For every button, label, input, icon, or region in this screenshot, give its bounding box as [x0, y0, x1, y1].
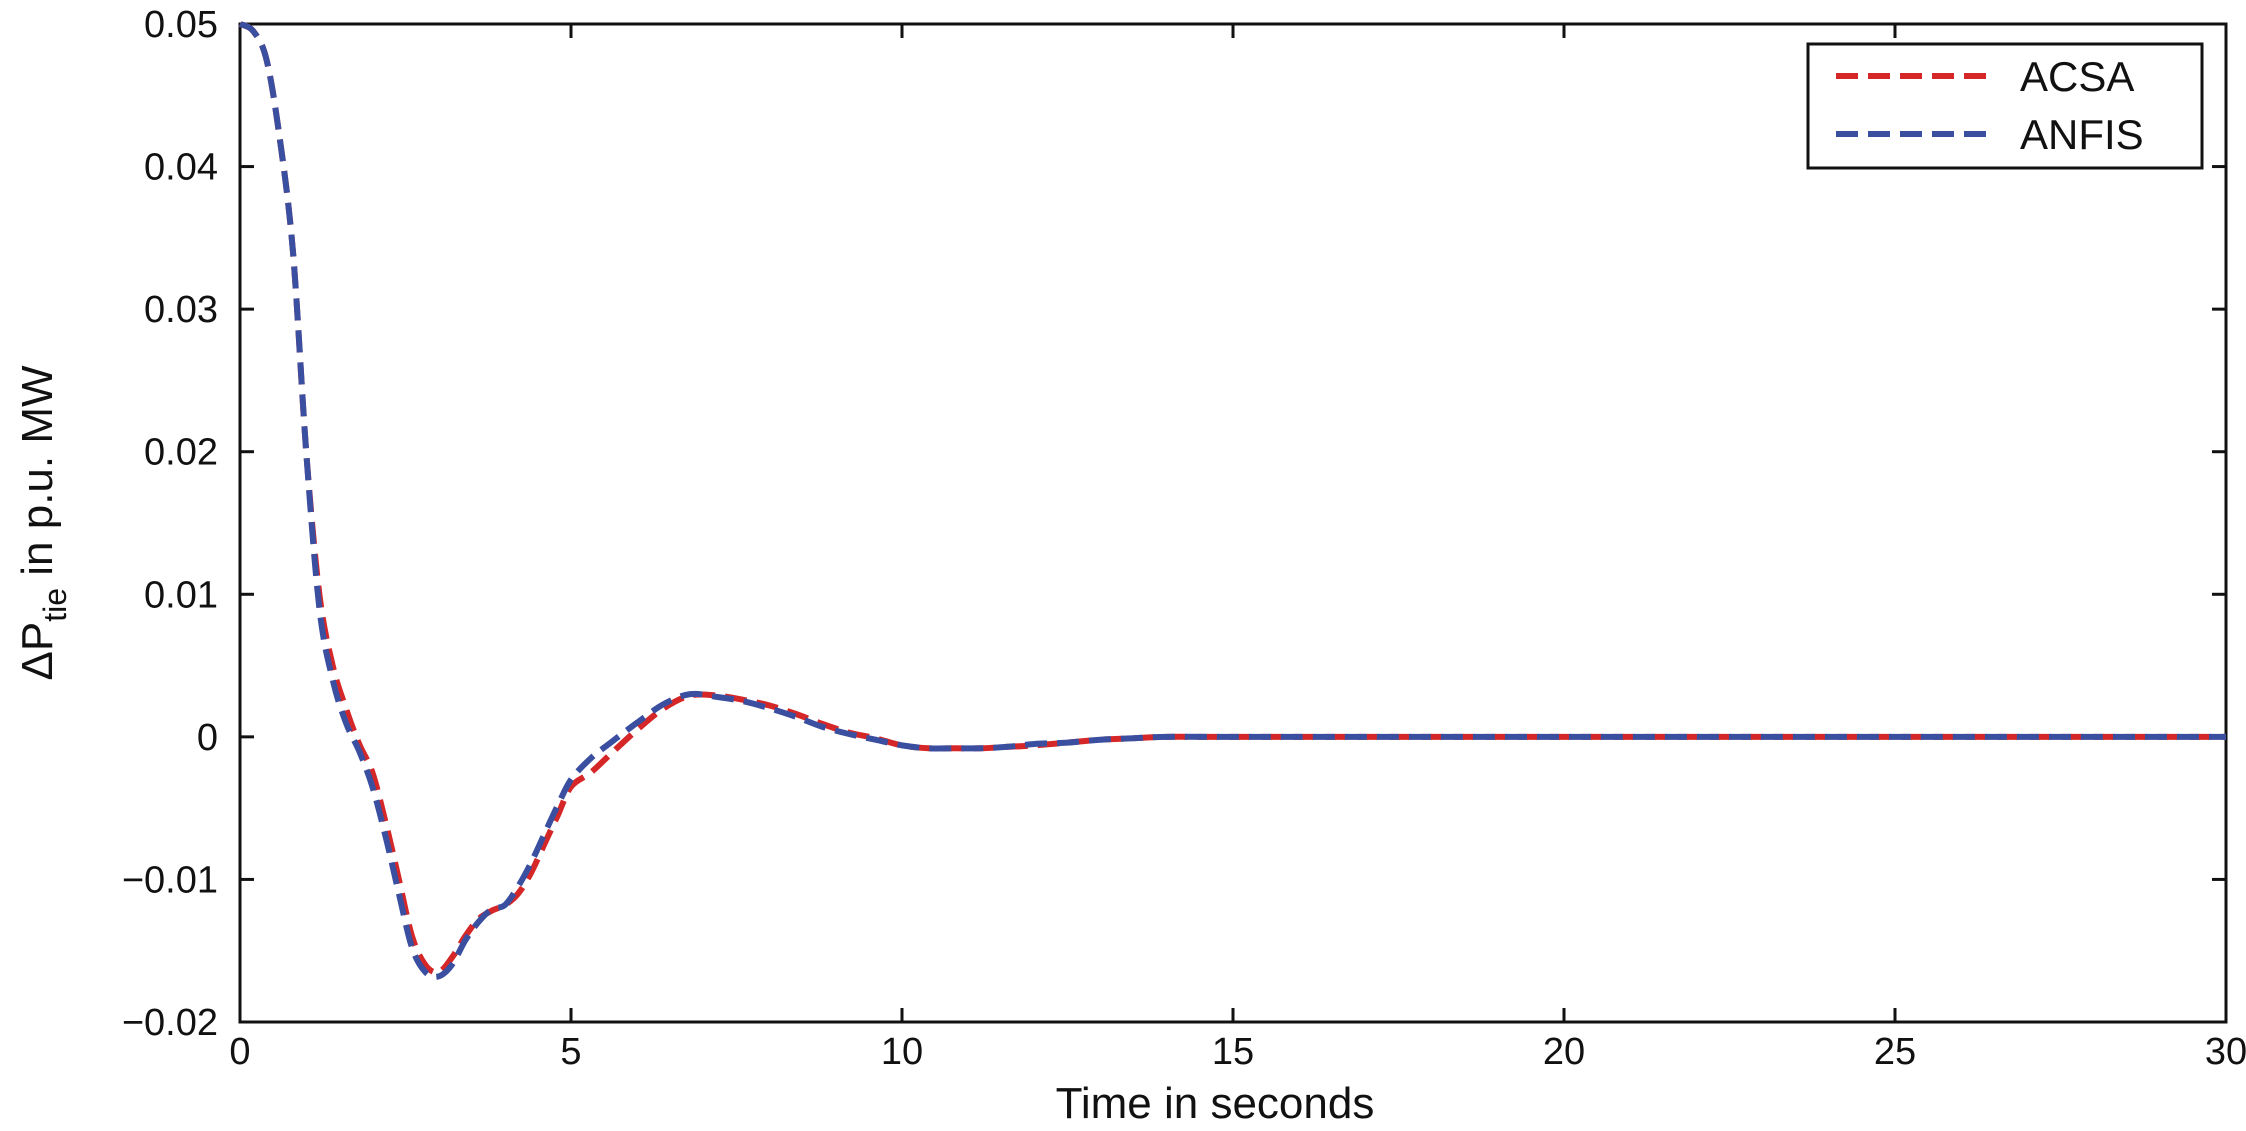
y-axis-title-suffix: in p.u. MW	[13, 365, 62, 588]
tick-marks	[238, 22, 2228, 1024]
legend: ACSA ANFIS	[1806, 42, 2204, 170]
y-tick-label: 0	[197, 717, 218, 759]
y-tick-label: 0.01	[144, 574, 218, 616]
series-layer	[238, 21, 2226, 980]
y-axis-title-subscript: tie	[37, 588, 73, 622]
y-tick-label: −0.02	[122, 1002, 218, 1044]
legend-label-acsa: ACSA	[2020, 53, 2134, 100]
y-tick-label: 0.03	[144, 289, 218, 331]
x-axis-title: Time in seconds	[1056, 1079, 1375, 1128]
y-tick-label: 0.04	[144, 147, 218, 189]
y-tick-label: 0.05	[144, 4, 218, 46]
y-axis-title: ΔPtie in p.u. MW	[13, 365, 73, 681]
x-tick-label: 10	[881, 1031, 923, 1073]
legend-box	[1806, 42, 2204, 170]
x-tick-labels: 0 5 10 15 20 25 30	[229, 1031, 2246, 1073]
y-tick-labels: −0.02 −0.01 0 0.01 0.02 0.03 0.04 0.05	[122, 4, 218, 1044]
x-tick-label: 0	[229, 1031, 250, 1073]
series-line-anfis	[238, 21, 2226, 980]
x-tick-label: 20	[1543, 1031, 1585, 1073]
y-tick-label: 0.02	[144, 432, 218, 474]
y-axis-title-prefix: ΔP	[13, 622, 62, 681]
x-tick-label: 5	[560, 1031, 581, 1073]
x-tick-label: 30	[2205, 1031, 2246, 1073]
legend-label-anfis: ANFIS	[2020, 111, 2144, 158]
x-tick-label: 15	[1212, 1031, 1254, 1073]
y-tick-label: −0.01	[122, 859, 218, 901]
plot-frame	[238, 22, 2228, 1024]
x-tick-label: 25	[1874, 1031, 1916, 1073]
